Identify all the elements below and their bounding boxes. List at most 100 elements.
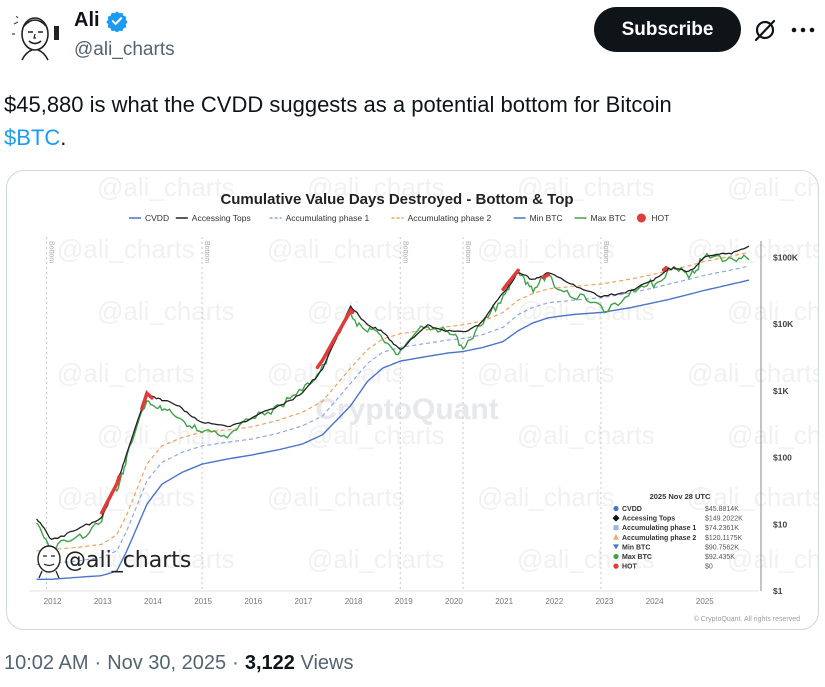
x-tick-label: 2021 [495,597,513,606]
hot-period [501,268,520,292]
x-tick-label: 2014 [144,597,162,606]
legend-item[interactable]: Max BTC [591,213,626,223]
x-tick-label: 2013 [94,597,112,606]
x-tick-label: 2015 [194,597,212,606]
tweet-body: $45,880 is what the CVDD suggests as a p… [4,92,672,117]
watermark-text: @ali_charts [477,358,615,388]
tweet-text: $45,880 is what the CVDD suggests as a p… [4,88,814,154]
chart-title: Cumulative Value Days Destroyed - Bottom… [220,191,573,208]
watermark-text: @ali_charts [57,234,195,264]
tooltip-value: $0 [705,564,713,571]
series-line-cvdd [36,279,750,580]
separator: · [232,652,239,674]
grok-icon[interactable] [752,17,778,43]
subscribe-button[interactable]: Subscribe [594,7,741,52]
legend-item[interactable]: HOT [651,213,669,223]
y-tick-label: $100 [773,453,792,463]
tooltip-label: Min BTC [622,544,650,551]
chart-legend: CVDD Accessing Tops Accumulating phase 1 Ac… [129,213,669,223]
chart-tooltip: 2025 Nov 28 UTC CVDD $45.8814K Accessing To… [612,492,743,571]
legend-item[interactable]: CVDD [145,213,169,223]
legend-item[interactable]: Accumulating phase 1 [286,213,370,223]
watermark-text: @ali_charts [267,482,405,512]
views-label: Views [300,652,354,674]
y-tick-label: $100K [773,253,799,263]
tooltip-value: $74.2361K [705,525,739,532]
x-tick-label: 2020 [445,597,463,606]
legend-item[interactable]: Accessing Tops [192,213,251,223]
hot-period [99,474,122,515]
watermark-text: @ali_charts [307,172,445,202]
hot-period [661,265,668,272]
tooltip-date: 2025 Nov 28 UTC [650,492,711,501]
more-options-icon[interactable] [790,20,816,40]
x-tick-label: 2018 [345,597,363,606]
x-tick-label: 2019 [395,597,413,606]
tooltip-label: Accumulating phase 2 [622,535,696,542]
tooltip-value: $149.2022K [705,516,743,523]
cashtag-link[interactable]: $BTC [4,125,61,150]
series-line-accumulating-phase-2 [36,251,750,552]
watermark-text: @ali_charts [517,544,655,574]
author-handle[interactable]: @ali_charts [74,39,175,60]
cartoon-face-avatar-icon [8,8,64,64]
y-tick-label: $10 [773,519,787,529]
watermark-text: @ali_charts [307,420,445,450]
cryptoquant-watermark: CryptoQuant [315,393,498,426]
watermark-text: @ali_charts [477,234,615,264]
watermark-text: @ali_charts [517,172,655,202]
hot-period [140,390,154,411]
tweet-media-chart[interactable]: @ali_charts @ali_charts @ali_charts @ali_ch… [6,170,819,630]
signature-face-icon [37,545,61,573]
watermark-text: @ali_charts [97,296,235,326]
watermark-text: @ali_charts [477,482,615,512]
tooltip-value: $92.435K [705,554,735,561]
tweet-header: Ali @ali_charts Subscribe [0,0,825,70]
watermark-text: @ali_charts [727,544,819,574]
legend-item[interactable]: Min BTC [530,213,563,223]
separator: · [94,652,102,674]
series-line-accumulating-phase-1 [36,265,750,566]
x-tick-label: 2023 [596,597,614,606]
watermark-text: @ali_charts [307,544,445,574]
author-name-row: Ali [74,9,128,32]
tweet-date[interactable]: Nov 30, 2025 [107,652,227,674]
x-tick-label: 2025 [696,597,714,606]
watermark-text: @ali_charts [57,482,195,512]
tooltip-label: Accumulating phase 1 [622,525,696,532]
tweet-time[interactable]: 10:02 AM [4,652,89,674]
watermark-text: @ali_charts [687,358,819,388]
display-name[interactable]: Ali [74,9,100,31]
hot-period [541,273,551,280]
avatar[interactable] [8,8,64,64]
copyright-text: © CryptoQuant. All rights reserved [694,615,800,623]
watermark-text: @ali_charts [97,172,235,202]
x-tick-label: 2016 [244,597,262,606]
watermark-layer: @ali_charts @ali_charts @ali_charts @ali_ch… [57,172,819,574]
watermark-text: @ali_charts [97,420,235,450]
tweet-suffix: . [60,125,67,150]
y-tick-label: $1 [773,586,783,596]
ali-charts-signature: @ali_charts [37,545,191,579]
signature-text: @ali_charts [64,548,191,573]
tooltip-label: CVDD [622,506,642,513]
watermark-text: @ali_charts [57,358,195,388]
watermark-text: @ali_charts [727,172,819,202]
x-tick-label: 2022 [545,597,563,606]
cvdd-chart: @ali_charts @ali_charts @ali_charts @ali_ch… [29,172,819,623]
watermark-text: @ali_charts [687,482,819,512]
chart-axes: $1 $10 $100 $1K $10K $100K 2012 2013 2014 2015 201… [29,241,799,606]
x-tick-label: 2017 [295,597,313,606]
verified-badge-icon [105,10,128,32]
watermark-text: @ali_charts [727,296,819,326]
watermark-text: @ali_charts [267,358,405,388]
tooltip-label: Accessing Tops [622,516,675,523]
tooltip-label: HOT [622,564,638,571]
y-tick-label: $10K [773,319,794,329]
bottom-marker-label: Bottom [464,241,471,263]
bottom-marker-label: Bottom [602,241,609,263]
legend-item[interactable]: Accumulating phase 2 [408,213,492,223]
watermark-text: @ali_charts [687,234,819,264]
plot-area [35,245,750,580]
watermark-text: @ali_charts [727,420,819,450]
